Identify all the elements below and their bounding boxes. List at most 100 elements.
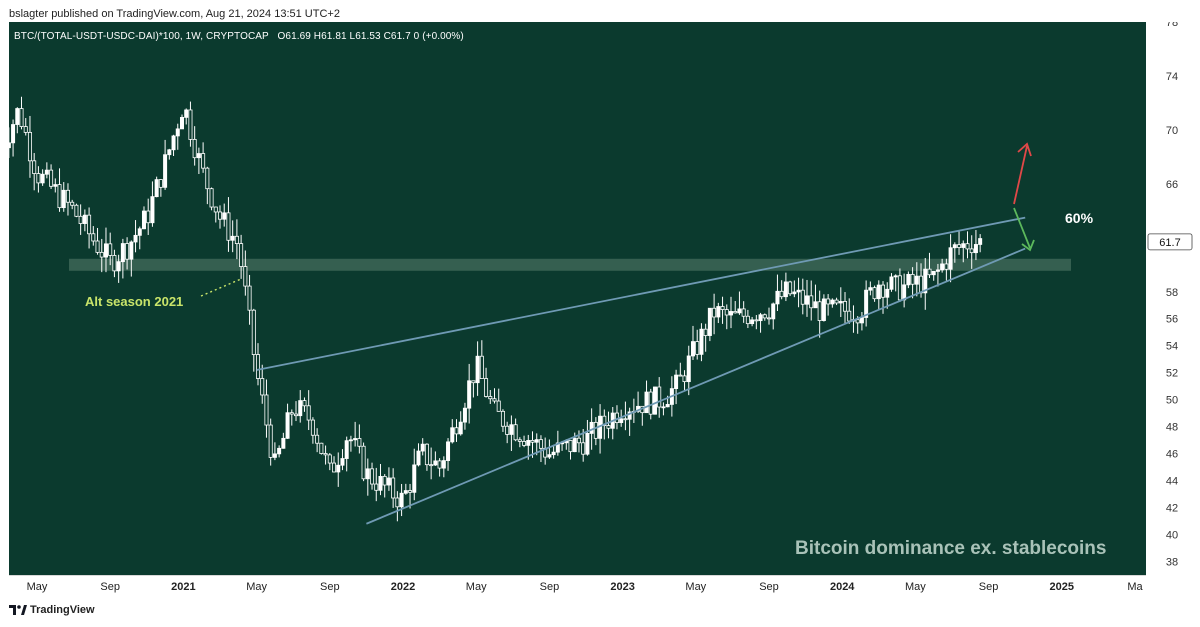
candle-body bbox=[27, 132, 32, 162]
candle-body bbox=[484, 378, 489, 397]
candle-body bbox=[298, 400, 303, 417]
candle-body bbox=[733, 311, 738, 314]
candle-body bbox=[855, 319, 860, 324]
candle-body bbox=[234, 235, 239, 244]
candle-body bbox=[378, 475, 383, 491]
candle-body bbox=[95, 240, 100, 253]
x-tick-label: May bbox=[246, 581, 267, 593]
candle-body bbox=[458, 421, 463, 435]
candle-body bbox=[163, 154, 168, 188]
x-tick-label: May bbox=[685, 581, 706, 593]
candle-body bbox=[57, 184, 62, 209]
candle-body bbox=[589, 421, 594, 434]
candle-body bbox=[32, 160, 37, 174]
price-axis-svg: 38 40 42 44 46 48 50 52 54 56 58 66 70 74 78 61.7 bbox=[1147, 17, 1193, 569]
candle-body bbox=[36, 173, 41, 184]
candle-body bbox=[264, 394, 269, 426]
candle-body bbox=[150, 196, 155, 224]
price-axis[interactable]: 38 40 42 44 46 48 50 52 54 56 58 66 70 74 78 61.7 bbox=[1146, 17, 1200, 575]
candle-body bbox=[277, 447, 282, 455]
x-tick-label: Sep bbox=[759, 581, 779, 593]
candle-body bbox=[961, 243, 966, 248]
candle-body bbox=[952, 244, 957, 249]
candle-body bbox=[112, 255, 117, 272]
candle-body bbox=[99, 251, 104, 258]
time-axis[interactable]: May Sep 2021 May Sep 2022 May Sep 2023 May Sep 2024… bbox=[9, 575, 1146, 596]
symbol-line: BTC/(TOTAL-USDT-USDC-DAI)*100, 1W, CRYPT… bbox=[14, 31, 464, 42]
candle-body bbox=[690, 341, 695, 357]
candle-body bbox=[44, 169, 49, 175]
candle-body bbox=[821, 298, 826, 321]
x-tick-label: May bbox=[466, 581, 487, 593]
candle-body bbox=[40, 173, 45, 184]
candle-body bbox=[758, 314, 763, 322]
candle-body bbox=[437, 460, 442, 469]
candle-body bbox=[408, 490, 413, 493]
candle-body bbox=[965, 243, 970, 250]
trendline-lower bbox=[366, 247, 1026, 525]
candle-body bbox=[450, 427, 455, 443]
y-tick-label: 44 bbox=[1166, 476, 1178, 488]
ohlc-values: O61.69 H61.81 L61.53 C61.7 0 (+0.00%) bbox=[277, 31, 464, 42]
candle-body bbox=[319, 442, 324, 454]
candle-body bbox=[53, 184, 58, 187]
tradingview-logo-icon bbox=[9, 605, 27, 615]
candle-body bbox=[395, 497, 400, 508]
time-axis-svg: May Sep 2021 May Sep 2022 May Sep 2023 May Sep 2024… bbox=[27, 581, 1144, 593]
candle-body bbox=[205, 167, 210, 190]
candle-body bbox=[91, 233, 96, 242]
candle-body bbox=[834, 299, 839, 304]
candle-body bbox=[779, 290, 784, 298]
candle-body bbox=[796, 289, 801, 293]
candle-body bbox=[332, 462, 337, 473]
candle-body bbox=[340, 458, 345, 466]
x-tick-label: Sep bbox=[100, 581, 120, 593]
publish-header: bslagter published on TradingView.com, A… bbox=[9, 8, 340, 20]
x-tick-label: 2024 bbox=[830, 581, 855, 593]
candle-body bbox=[530, 440, 535, 443]
candle-body bbox=[247, 285, 252, 311]
candle-body bbox=[771, 303, 776, 320]
candle-body bbox=[433, 460, 438, 466]
candle-body bbox=[268, 424, 273, 458]
breakdown-down-arrow bbox=[1013, 207, 1035, 252]
candle-body bbox=[665, 404, 670, 408]
candle-body bbox=[184, 109, 189, 118]
candle-body bbox=[674, 374, 679, 390]
candle-body bbox=[74, 204, 79, 217]
candle-body bbox=[716, 306, 721, 318]
candle-body bbox=[188, 109, 193, 140]
candle-body bbox=[441, 460, 446, 469]
candle-body bbox=[602, 415, 607, 426]
candle-body bbox=[302, 400, 307, 407]
y-tick-label: 54 bbox=[1166, 341, 1178, 353]
candle-body bbox=[703, 328, 708, 336]
candle-body bbox=[927, 268, 932, 276]
candle-body bbox=[517, 439, 522, 442]
y-tick-label: 58 bbox=[1166, 287, 1178, 299]
candle-body bbox=[11, 124, 16, 144]
candle-body bbox=[619, 418, 624, 424]
candle-body bbox=[661, 406, 666, 409]
chart-svg bbox=[9, 96, 1071, 525]
footer-brand: TradingView bbox=[30, 604, 95, 616]
candle-body bbox=[488, 396, 493, 400]
candle-body bbox=[762, 314, 767, 319]
candle-body bbox=[137, 228, 142, 236]
candle-body bbox=[876, 284, 881, 300]
candle-body bbox=[116, 261, 121, 272]
candle-body bbox=[923, 268, 928, 294]
candle-body bbox=[281, 437, 286, 449]
candle-body bbox=[196, 153, 201, 159]
y-tick-label: 42 bbox=[1166, 503, 1178, 515]
candle-body bbox=[171, 135, 176, 151]
candle-body bbox=[644, 391, 649, 414]
candle-body bbox=[357, 438, 362, 447]
chart-plot-area[interactable]: BTC/(TOTAL-USDT-USDC-DAI)*100, 1W, CRYPT… bbox=[9, 22, 1146, 575]
candle-body bbox=[547, 454, 552, 458]
y-tick-label: 74 bbox=[1166, 71, 1178, 83]
candle-body bbox=[146, 210, 151, 224]
candle-body bbox=[868, 287, 873, 291]
candle-body bbox=[500, 410, 505, 427]
candle-body bbox=[627, 411, 632, 420]
